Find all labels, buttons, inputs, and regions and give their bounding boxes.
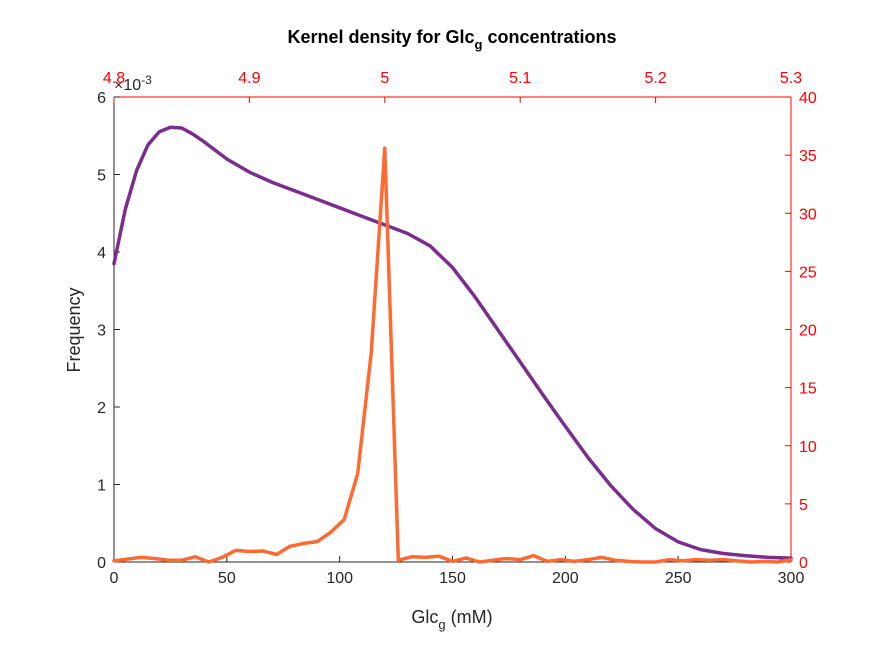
y-right-tick-label: 20 <box>799 323 817 340</box>
x-top-tick-label: 5.3 <box>780 70 802 87</box>
x-top-ticks: 4.8 4.9 5 5.1 5.2 5.3 <box>103 70 802 103</box>
x-top-tick-label: 4.8 <box>103 70 125 87</box>
y-left-tick-label: 5 <box>97 168 106 185</box>
series-layer <box>112 125 793 564</box>
x-bottom-tick-label: 150 <box>439 570 466 587</box>
x-bottom-tick-label: 100 <box>326 570 353 587</box>
y-left-tick-label: 1 <box>97 478 106 495</box>
y-right-tick-label: 40 <box>799 90 817 107</box>
y-left-tick-label: 2 <box>97 400 106 417</box>
plot-frame <box>113 96 792 563</box>
x-axis-label: Glcg (mM) <box>411 607 492 632</box>
y-right-tick-label: 5 <box>799 497 808 514</box>
y-right-ticks: 0 5 10 15 20 25 30 35 40 <box>785 90 817 572</box>
x-label-main: Glc <box>411 607 438 627</box>
y-exponent-power: -3 <box>141 73 152 87</box>
y-right-tick-label: 30 <box>799 206 817 223</box>
y-right-tick-label: 25 <box>799 264 817 281</box>
x-bottom-tick-label: 250 <box>665 570 692 587</box>
chart-title-main: Kernel density for Glc <box>287 27 474 47</box>
series-line-top-right <box>112 146 793 564</box>
x-top-tick-label: 5.1 <box>509 70 531 87</box>
y-exponent-base: ×10 <box>114 77 141 94</box>
y-right-tick-label: 0 <box>799 555 808 572</box>
chart-title: Kernel density for Glcg concentrations <box>287 27 616 52</box>
y-exponent-label: ×10-3 <box>114 73 152 94</box>
x-bottom-tick-label: 200 <box>552 570 579 587</box>
x-top-tick-label: 4.9 <box>238 70 260 87</box>
y-right-tick-label: 35 <box>799 148 817 165</box>
y-left-tick-label: 6 <box>97 90 106 107</box>
y-right-tick-label: 15 <box>799 381 817 398</box>
series-line-bottom-left <box>112 125 793 560</box>
y-left-ticks: 0 1 2 3 4 5 6 <box>97 90 120 572</box>
x-bottom-ticks: 0 50 100 150 200 250 300 <box>110 556 805 587</box>
y-left-tick-label: 3 <box>97 323 106 340</box>
chart-title-suffix: concentrations <box>482 27 616 47</box>
y-axis-label: Frequency <box>64 287 84 372</box>
y-left-tick-label: 4 <box>97 245 106 262</box>
x-bottom-tick-label: 50 <box>218 570 236 587</box>
x-top-tick-label: 5 <box>380 70 389 87</box>
chart-title-sub: g <box>475 37 483 52</box>
x-label-sub: g <box>438 617 445 632</box>
x-bottom-tick-label: 0 <box>110 570 119 587</box>
y-right-tick-label: 10 <box>799 439 817 456</box>
x-bottom-tick-label: 300 <box>778 570 805 587</box>
y-left-tick-label: 0 <box>97 555 106 572</box>
x-label-suffix: (mM) <box>446 607 493 627</box>
x-top-tick-label: 5.2 <box>644 70 666 87</box>
